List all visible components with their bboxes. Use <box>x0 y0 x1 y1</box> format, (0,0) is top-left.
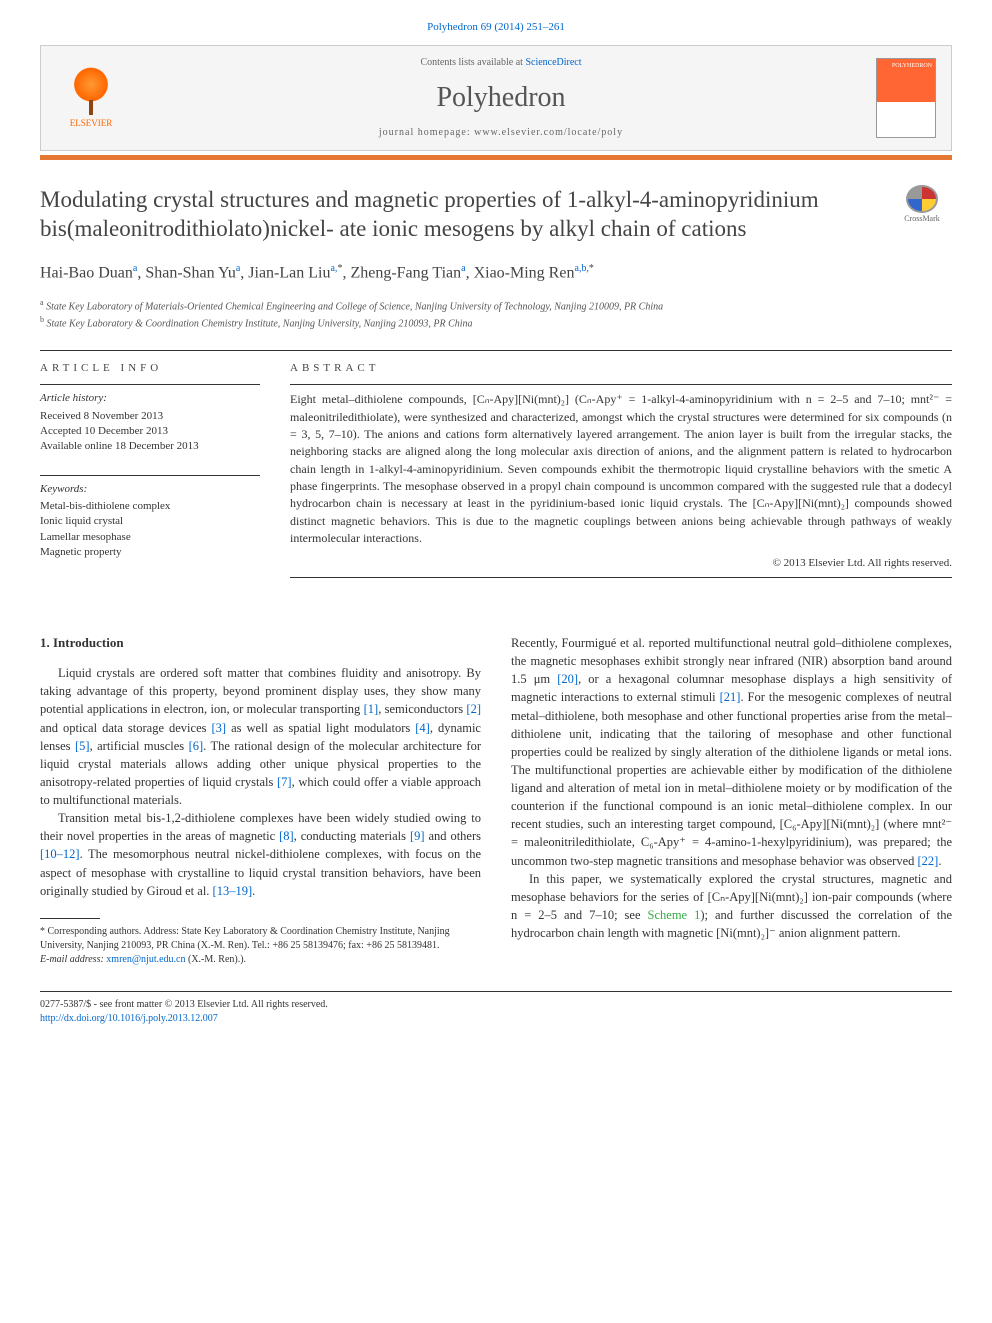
bottom-bar: 0277-5387/$ - see front matter © 2013 El… <box>40 991 952 1026</box>
elsevier-tree-icon <box>66 67 116 117</box>
affiliation-a: State Key Laboratory of Materials-Orient… <box>46 301 663 312</box>
title-row: Modulating crystal structures and magnet… <box>40 185 952 245</box>
p3d: . <box>938 854 941 868</box>
p1b: , semiconductors <box>378 702 466 716</box>
abstract-header: ABSTRACT <box>290 361 952 376</box>
elsevier-label: ELSEVIER <box>70 117 113 130</box>
header-center: Contents lists available at ScienceDirec… <box>141 56 861 139</box>
abstract-copyright: © 2013 Elsevier Ltd. All rights reserved… <box>290 556 952 571</box>
email-label: E-mail address: <box>40 954 106 965</box>
body-col-right: Recently, Fourmigué et al. reported mult… <box>511 634 952 967</box>
keyword-4: Magnetic property <box>40 545 260 560</box>
keyword-1: Metal-bis-dithiolene complex <box>40 499 260 514</box>
elsevier-logo: ELSEVIER <box>56 63 126 133</box>
email-note: E-mail address: xmren@njut.edu.cn (X.-M.… <box>40 953 481 967</box>
author-5-sup: a,b, <box>574 263 588 274</box>
aff-a-sup: a <box>40 298 44 307</box>
ref-4[interactable]: [4] <box>415 721 430 735</box>
ref-8[interactable]: [8] <box>279 829 294 843</box>
ref-3[interactable]: [3] <box>211 721 226 735</box>
history-label: Article history: <box>40 391 260 406</box>
received: Received 8 November 2013 <box>40 409 260 424</box>
homepage-line[interactable]: journal homepage: www.elsevier.com/locat… <box>141 126 861 140</box>
author-3: Jian-Lan Liu <box>248 265 330 282</box>
ref-7[interactable]: [7] <box>277 775 292 789</box>
p1f: , artificial muscles <box>90 739 189 753</box>
intro-para-1: Liquid crystals are ordered soft matter … <box>40 664 481 809</box>
author-2: Shan-Shan Yu <box>145 265 236 282</box>
journal-name: Polyhedron <box>141 78 861 117</box>
ref-13-19[interactable]: [13–19] <box>213 884 253 898</box>
email-link[interactable]: xmren@njut.edu.cn <box>106 954 185 965</box>
affiliation-b: State Key Laboratory & Coordination Chem… <box>47 319 473 330</box>
p1c: and optical data storage devices <box>40 721 211 735</box>
ref-5[interactable]: [5] <box>75 739 90 753</box>
ref-6[interactable]: [6] <box>189 739 204 753</box>
p1d: as well as spatial light modulators <box>226 721 415 735</box>
p2e: . <box>252 884 255 898</box>
p2d: . The mesomorphous neutral nickel-dithio… <box>40 847 481 897</box>
article-info: ARTICLE INFO Article history: Received 8… <box>40 361 260 584</box>
doi-link[interactable]: http://dx.doi.org/10.1016/j.poly.2013.12… <box>40 1013 218 1024</box>
email-suffix: (X.-M. Ren).). <box>186 954 247 965</box>
sciencedirect-link[interactable]: ScienceDirect <box>525 57 581 68</box>
journal-cover: POLYHEDRON <box>876 58 936 138</box>
body-columns: 1. Introduction Liquid crystals are orde… <box>40 634 952 967</box>
available-online: Available online 18 December 2013 <box>40 439 260 454</box>
keyword-2: Ionic liquid crystal <box>40 514 260 529</box>
author-3-star: * <box>337 263 342 274</box>
ref-10-12[interactable]: [10–12] <box>40 847 80 861</box>
p2c: and others <box>425 829 481 843</box>
p3c: . For the mesogenic complexes of neutral… <box>511 690 952 867</box>
author-4-sup: a <box>461 263 465 274</box>
ref-1[interactable]: [1] <box>364 702 379 716</box>
author-2-sup: a <box>236 263 240 274</box>
crossmark-badge[interactable]: CrossMark <box>892 185 952 225</box>
scheme-1-link[interactable]: Scheme 1 <box>648 908 701 922</box>
keywords-label: Keywords: <box>40 482 260 497</box>
abstract: ABSTRACT Eight metal–dithiolene compound… <box>290 361 952 584</box>
p2b: , conducting materials <box>294 829 410 843</box>
intro-para-2: Transition metal bis-1,2-dithiolene comp… <box>40 809 481 900</box>
citation: Polyhedron 69 (2014) 251–261 <box>40 20 952 35</box>
ref-20[interactable]: [20] <box>557 672 578 686</box>
body-col-left: 1. Introduction Liquid crystals are orde… <box>40 634 481 967</box>
divider-top <box>40 350 952 351</box>
contents-prefix: Contents lists available at <box>420 57 525 68</box>
author-5-star: * <box>589 263 594 274</box>
aff-b-sup: b <box>40 315 44 324</box>
ref-22[interactable]: [22] <box>918 854 939 868</box>
orange-divider <box>40 155 952 160</box>
footnote-divider <box>40 918 100 919</box>
info-abstract-row: ARTICLE INFO Article history: Received 8… <box>40 361 952 584</box>
author-1-sup: a <box>133 263 137 274</box>
crossmark-label: CrossMark <box>904 213 940 224</box>
front-matter: 0277-5387/$ - see front matter © 2013 El… <box>40 998 952 1012</box>
crossmark-icon <box>906 185 938 214</box>
affiliations: a State Key Laboratory of Materials-Orie… <box>40 297 952 332</box>
author-4: Zheng-Fang Tian <box>350 265 461 282</box>
corresponding-note: * Corresponding authors. Address: State … <box>40 925 481 953</box>
ref-2[interactable]: [2] <box>466 702 481 716</box>
author-5: Xiao-Ming Ren <box>474 265 575 282</box>
abstract-text: Eight metal–dithiolene compounds, [Cₙ-Ap… <box>290 391 952 548</box>
intro-para-3: Recently, Fourmigué et al. reported mult… <box>511 634 952 870</box>
ref-9[interactable]: [9] <box>410 829 425 843</box>
intro-heading: 1. Introduction <box>40 634 481 652</box>
authors: Hai-Bao Duana, Shan-Shan Yua, Jian-Lan L… <box>40 262 952 285</box>
keyword-3: Lamellar mesophase <box>40 530 260 545</box>
article-title: Modulating crystal structures and magnet… <box>40 185 872 245</box>
journal-header: ELSEVIER Contents lists available at Sci… <box>40 45 952 150</box>
article-info-header: ARTICLE INFO <box>40 361 260 376</box>
author-1: Hai-Bao Duan <box>40 265 133 282</box>
accepted: Accepted 10 December 2013 <box>40 424 260 439</box>
intro-para-4: In this paper, we systematically explore… <box>511 870 952 943</box>
ref-21[interactable]: [21] <box>720 690 741 704</box>
